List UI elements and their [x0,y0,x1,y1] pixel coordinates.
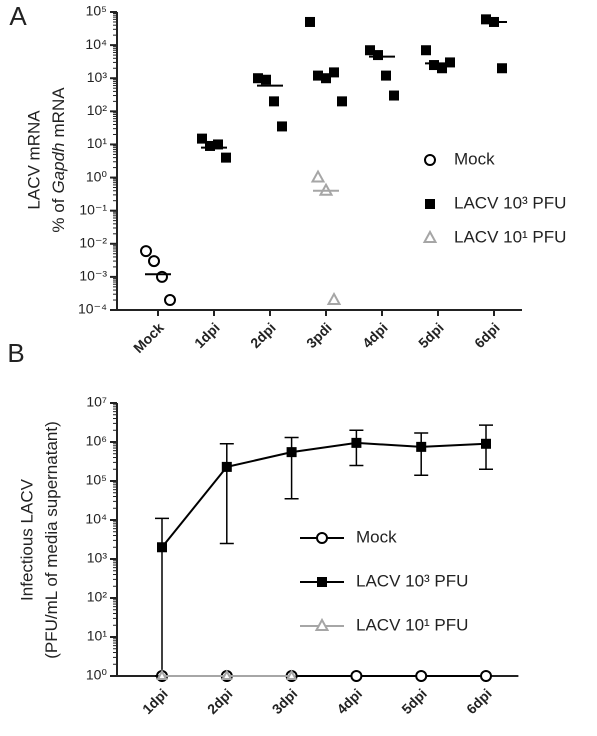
marker-square [437,63,447,74]
x-tick-label: 1dpi [191,319,223,351]
marker-square [481,14,491,25]
legend-label: LACV 10³ PFU [454,193,566,212]
series-line [161,441,487,548]
y-tick-label: 10³ [87,69,108,85]
y-tick-label: 10⁵ [86,472,107,488]
y-axis-label-part: mRNA [49,87,68,138]
marker-square [497,63,507,74]
marker-square [221,152,231,163]
legend-label: LACV 10³ PFU [356,571,468,590]
marker-square [381,70,391,81]
marker-square [286,447,297,458]
y-axis-label-part: (PFU/mL of media supernatant) [42,421,61,658]
error-bar [219,443,234,545]
y-tick-label: 10⁴ [85,511,107,527]
x-tick-label: 5dpi [398,685,430,717]
marker-square [351,437,362,448]
marker-triangle [422,229,438,243]
marker-square [421,45,431,56]
y-tick-label: 10³ [87,550,108,566]
marker-circle [415,670,428,682]
marker-square [213,139,223,150]
panel-label: B [7,338,24,368]
y-tick-label: 10⁷ [86,394,107,410]
error-bar [414,432,429,477]
marker-square [317,577,327,587]
marker-square [389,90,399,101]
legend-label: LACV 10¹ PFU [356,615,468,634]
marker-circle [316,532,328,544]
marker-square [321,73,331,84]
y-tick-label: 10² [87,102,108,118]
marker-square [329,67,339,78]
x-tick-label: 2dpi [247,319,279,351]
marker-square [197,133,207,144]
marker-circle [480,670,492,682]
x-tick-label: 6dpi [463,685,495,717]
marker-triangle [156,669,168,680]
marker-square [205,140,215,151]
y-axis-label-part: % of [49,198,68,232]
x-tick-label: 3pdi [303,319,335,351]
y-tick-label: 10¹ [87,135,108,151]
marker-square [261,74,271,85]
marker-square [416,441,427,452]
x-tick-label: 6dpi [471,319,503,351]
marker-triangle [314,617,330,631]
y-tick-label: 10⁴ [85,36,107,52]
y-tick-label: 10⁶ [86,433,107,449]
legend-label: Mock [454,149,495,168]
marker-circle [350,670,363,682]
error-bar [284,436,299,500]
marker-square [425,199,435,209]
y-tick-label: 10² [87,589,108,605]
y-tick-label: 10⁰ [86,667,108,683]
legend-label: Mock [356,527,397,546]
y-axis-label: (PFU/mL of media supernatant) [42,421,61,658]
y-axis-label: Infectious LACV [17,478,36,601]
marker-circle [140,245,152,258]
marker-square [337,96,347,107]
y-axis-label-part: Gapdh [49,142,68,193]
marker-square [365,45,375,56]
marker-square [157,542,167,553]
marker-circle [424,154,436,166]
marker-circle [148,255,160,268]
marker-square [277,121,287,132]
marker-triangle [326,291,342,306]
marker-square [253,73,263,84]
x-tick-label: Mock [130,319,167,356]
y-tick-label: 10⁻² [79,234,107,250]
legend-label: LACV 10¹ PFU [454,227,566,246]
marker-square [481,438,491,449]
marker-triangle [220,669,233,680]
x-tick-label: 4dpi [359,319,391,351]
y-tick-label: 10¹ [87,628,108,644]
y-tick-label: 10⁻¹ [79,201,107,217]
x-tick-label: 3dpi [269,685,301,717]
y-tick-label: 10⁻⁴ [78,301,107,317]
y-axis-label: LACV mRNA [24,110,43,210]
y-tick-label: 10⁻³ [79,268,107,284]
marker-triangle [285,669,298,680]
panel-label: A [9,1,27,31]
marker-square [221,461,232,472]
marker-circle [164,294,176,307]
x-tick-label: 2dpi [204,685,236,717]
error-bar [349,429,364,467]
marker-square [305,16,315,27]
y-tick-label: 10⁰ [86,168,108,184]
marker-square [429,60,439,71]
x-tick-label: 5dpi [415,319,447,351]
y-tick-label: 10⁵ [86,3,107,19]
x-tick-label: 1dpi [139,685,171,717]
y-axis-label: % of Gapdh mRNA [49,87,68,233]
marker-square [373,50,383,61]
x-tick-label: 4dpi [333,685,365,717]
marker-square [269,96,279,107]
marker-triangle [310,169,326,183]
